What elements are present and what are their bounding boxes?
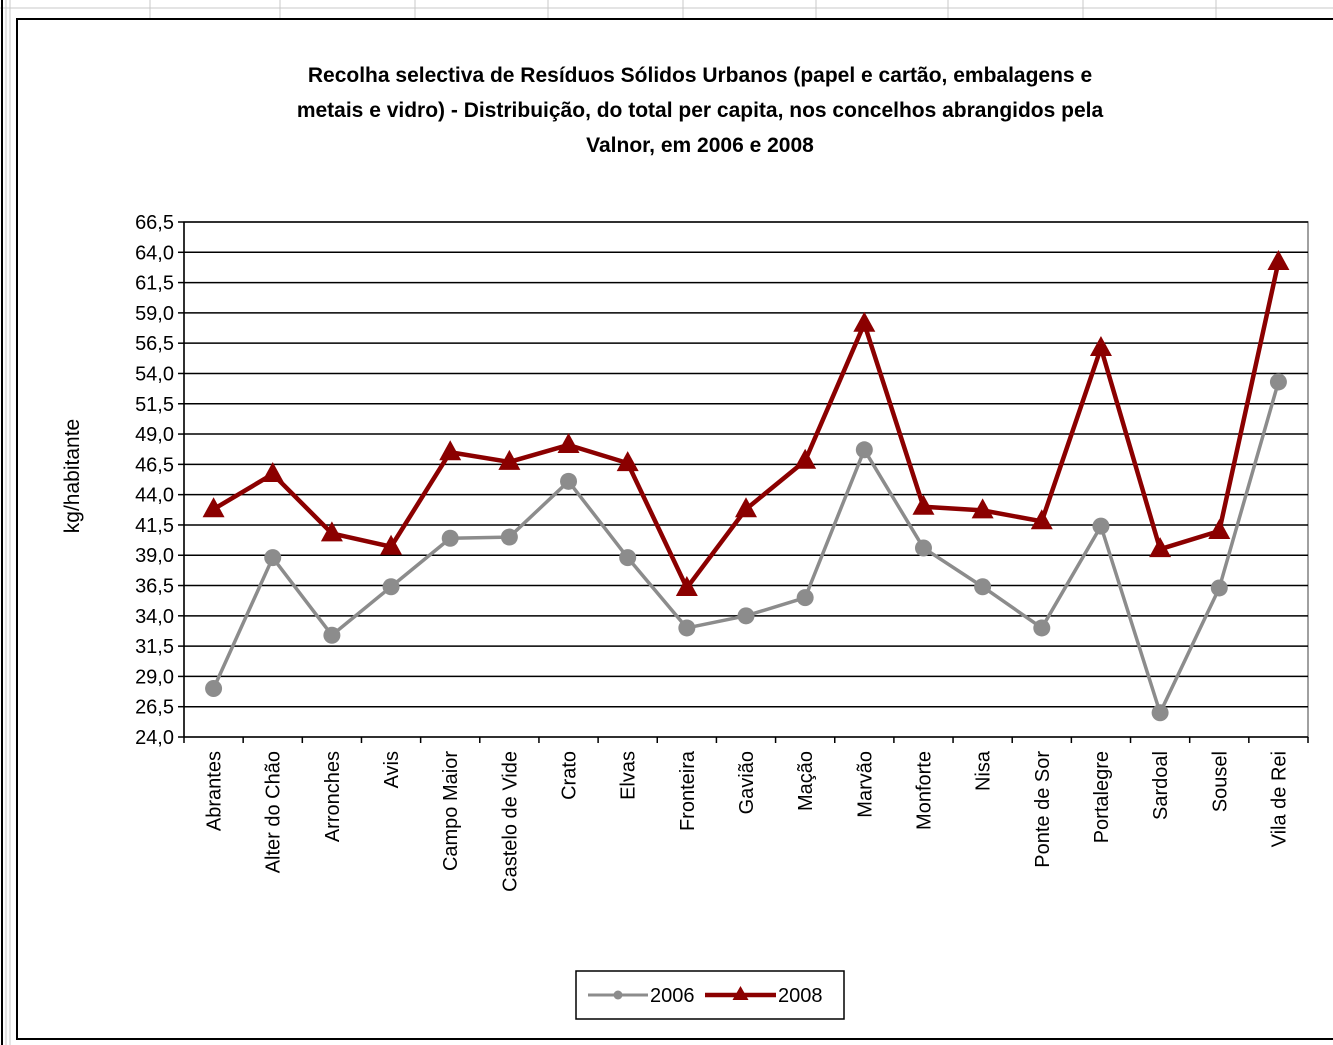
chart-title-line-2: metais e vidro) - Distribuição, do total… xyxy=(297,99,1104,122)
y-tick-label: 36,5 xyxy=(135,576,174,598)
y-tick-labels: 24,0 26,5 29,0 31,5 34,0 36,5 39,0 41,5 44,0 46,5… xyxy=(135,212,174,749)
data-point xyxy=(439,440,462,461)
y-tick-label: 54,0 xyxy=(135,363,174,385)
data-point xyxy=(616,451,639,472)
data-point xyxy=(382,578,400,596)
data-point xyxy=(560,472,578,490)
data-point xyxy=(1269,373,1287,391)
x-tick-label: Gavião xyxy=(736,751,758,814)
axes xyxy=(178,221,1309,743)
data-point xyxy=(675,575,698,596)
x-tick-label: Vila de Rei xyxy=(1268,751,1290,847)
data-point xyxy=(971,498,994,519)
y-tick-label: 41,5 xyxy=(135,515,174,537)
chart-title-line-3: Valnor, em 2006 e 2008 xyxy=(586,134,814,157)
data-point xyxy=(500,528,518,546)
data-point xyxy=(261,462,284,483)
series-2006 xyxy=(205,373,1287,722)
legend-item-2006: 2006 xyxy=(588,985,695,1007)
data-series xyxy=(202,249,1290,722)
x-tick-label: Campo Maior xyxy=(440,751,462,871)
data-point xyxy=(912,494,935,515)
data-point xyxy=(557,432,580,453)
data-point xyxy=(853,311,876,332)
x-tick-label: Castelo de Vide xyxy=(499,751,521,892)
data-point xyxy=(619,549,637,567)
data-point xyxy=(678,619,696,637)
legend-label: 2008 xyxy=(778,985,823,1007)
x-tick-label: Nisa xyxy=(973,750,995,791)
y-tick-label: 44,0 xyxy=(135,485,174,507)
x-tick-label: Monforte xyxy=(913,751,935,830)
data-point xyxy=(380,534,403,555)
data-point xyxy=(1210,579,1228,597)
x-tick-label: Crato xyxy=(559,751,581,800)
legend: 2006 2008 xyxy=(575,970,845,1020)
x-tick-label: Mação xyxy=(795,751,817,811)
data-point xyxy=(914,539,932,557)
gridlines xyxy=(183,221,1309,738)
legend-swatch-marker xyxy=(613,990,623,1000)
x-tick-label: Arronches xyxy=(322,751,344,842)
x-tick-label: Avis xyxy=(381,751,403,788)
y-tick-label: 56,5 xyxy=(135,333,174,355)
data-point xyxy=(855,441,873,459)
data-point xyxy=(1149,537,1172,558)
x-tick-label: Marvão xyxy=(854,751,876,818)
data-point xyxy=(1267,249,1290,270)
data-point xyxy=(323,626,341,644)
x-tick-label: Sousel xyxy=(1209,751,1231,812)
x-tick-label: Sardoal xyxy=(1150,751,1172,820)
y-tick-label: 49,0 xyxy=(135,424,174,446)
y-axis-label: kg/habitante xyxy=(61,419,84,533)
y-tick-label: 24,0 xyxy=(135,727,174,749)
data-point xyxy=(498,449,521,470)
data-point xyxy=(205,680,223,698)
y-tick-label: 61,5 xyxy=(135,273,174,295)
series-2008 xyxy=(202,249,1290,596)
y-tick-label: 59,0 xyxy=(135,303,174,325)
chart-title: Recolha selectiva de Resíduos Sólidos Ur… xyxy=(297,64,1104,157)
x-tick-label: Portalegre xyxy=(1091,751,1113,843)
y-tick-label: 34,0 xyxy=(135,606,174,628)
data-point xyxy=(202,497,225,518)
data-point xyxy=(1089,336,1112,357)
data-point xyxy=(1151,704,1169,722)
data-point xyxy=(735,497,757,518)
y-tick-label: 46,5 xyxy=(135,454,174,476)
data-point xyxy=(1030,509,1053,530)
data-point xyxy=(320,521,343,542)
data-point xyxy=(1092,517,1110,535)
data-point xyxy=(1208,519,1231,539)
x-tick-label: Alter do Chão xyxy=(263,751,285,873)
data-point xyxy=(794,448,817,469)
data-point xyxy=(974,578,992,596)
plot-area xyxy=(183,221,1309,738)
legend-label: 2006 xyxy=(650,985,695,1007)
x-tick-label: Ponte de Sor xyxy=(1032,751,1054,868)
data-point xyxy=(796,589,814,607)
legend-item-2008: 2008 xyxy=(705,985,823,1007)
legend-swatch-marker xyxy=(732,986,749,1000)
x-tick-label: Fronteira xyxy=(677,750,699,831)
y-tick-label: 64,0 xyxy=(135,242,174,264)
data-point xyxy=(441,529,459,547)
y-tick-label: 66,5 xyxy=(135,212,174,234)
data-point xyxy=(1033,619,1051,637)
y-tick-label: 39,0 xyxy=(135,545,174,567)
y-tick-label: 51,5 xyxy=(135,394,174,416)
x-tick-label: Elvas xyxy=(618,751,640,800)
x-tick-label: Abrantes xyxy=(204,751,226,831)
y-tick-label: 31,5 xyxy=(135,636,174,658)
chart-title-line-1: Recolha selectiva de Resíduos Sólidos Ur… xyxy=(308,64,1092,87)
y-tick-label: 29,0 xyxy=(135,666,174,688)
x-tick-labels: Abrantes Alter do Chão Arronches Avis Campo … xyxy=(204,750,1291,892)
data-point xyxy=(737,607,755,625)
y-tick-label: 26,5 xyxy=(135,697,174,719)
data-point xyxy=(264,549,282,567)
